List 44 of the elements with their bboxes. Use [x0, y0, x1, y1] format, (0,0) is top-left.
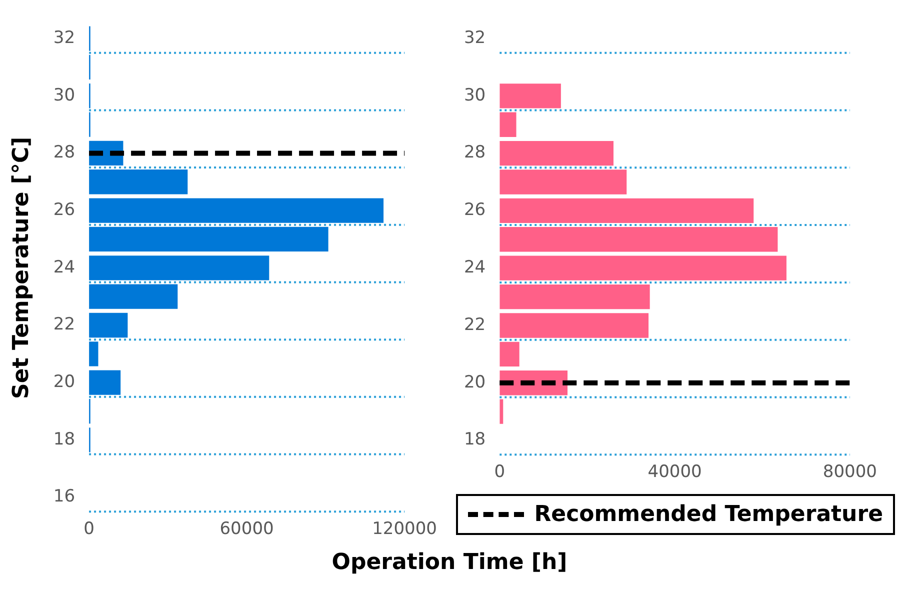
y-tick-label: 32 [464, 28, 486, 48]
y-tick-label: 24 [53, 257, 76, 278]
bar [89, 370, 121, 395]
y-tick-label: 26 [53, 200, 76, 220]
x-tick-label: 60000 [220, 519, 274, 540]
bar [89, 312, 128, 338]
y-tick-label: 30 [53, 85, 76, 106]
bar [500, 112, 516, 137]
bar [500, 140, 614, 166]
bar [500, 256, 786, 280]
bar [500, 198, 754, 224]
bar [89, 170, 188, 194]
x-tick-label: 120000 [372, 519, 438, 540]
bar [89, 198, 384, 223]
y-tick-label: 28 [53, 142, 76, 163]
bar [89, 342, 98, 366]
x-tick-label: 40000 [648, 462, 702, 482]
y-tick-label: 32 [53, 28, 76, 48]
x-tick-label: 0 [494, 462, 506, 482]
legend-label: Recommended Temperature [534, 502, 883, 527]
y-tick-label: 20 [464, 372, 486, 392]
y-tick-label: 26 [464, 200, 486, 220]
y-tick-label: 28 [464, 142, 486, 163]
x-tick-label: 0 [84, 519, 94, 540]
bar [89, 284, 178, 309]
y-tick-label: 22 [464, 314, 486, 335]
y-tick-label: 30 [464, 85, 486, 106]
x-axis-title: Operation Time [h] [330, 550, 568, 575]
x-tick-label: 80000 [822, 462, 878, 482]
bar [89, 226, 328, 252]
y-axis-title: Set Temperature [°C] [8, 136, 34, 399]
y-tick-label: 24 [464, 258, 486, 278]
bar [500, 170, 627, 194]
y-tick-label: 18 [464, 430, 486, 450]
bar [500, 313, 649, 338]
y-tick-label: 18 [53, 429, 76, 450]
bar [500, 342, 520, 367]
bar [89, 256, 270, 280]
y-tick-label: 22 [53, 314, 76, 335]
y-tick-label: 16 [53, 486, 76, 507]
y-tick-label: 20 [53, 372, 76, 392]
bar [500, 84, 561, 108]
bar [500, 284, 650, 310]
bar [500, 227, 778, 252]
